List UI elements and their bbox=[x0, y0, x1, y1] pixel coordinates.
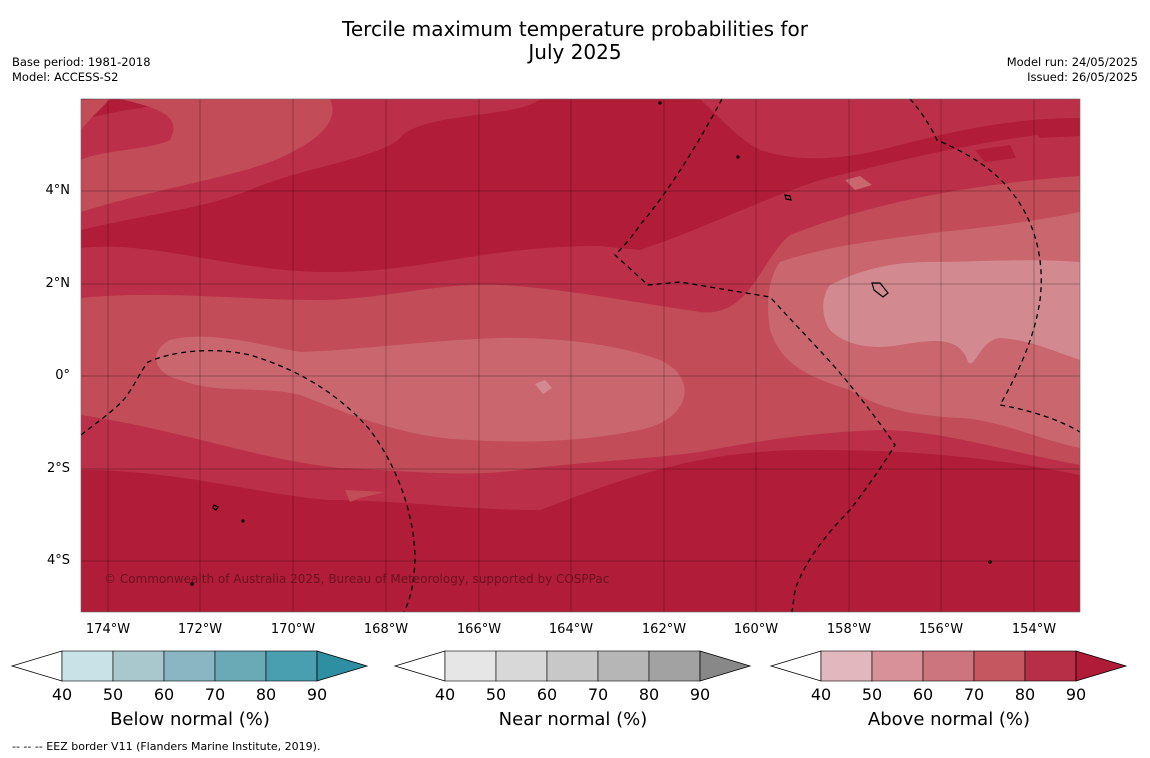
lon-label-170w: 170°W bbox=[270, 622, 316, 637]
colorbar-near-tick-70: 70 bbox=[587, 685, 609, 704]
colorbar-title-near: Near normal (%) bbox=[498, 709, 648, 730]
colorbars bbox=[10, 650, 1128, 682]
colorbar-above-tick-40: 40 bbox=[810, 685, 832, 704]
colorbar-above-bin-40 bbox=[820, 650, 873, 682]
colorbar-near-over-triangle bbox=[699, 650, 752, 682]
eez-footnote: -- -- -- EEZ border V11 (Flanders Marine… bbox=[12, 740, 321, 753]
lon-label-168w: 168°W bbox=[363, 622, 409, 637]
region-above-50 bbox=[156, 212, 1080, 448]
colorbar-below-bin-80 bbox=[265, 650, 318, 682]
colorbar-above-bin-80 bbox=[1024, 650, 1077, 682]
lat-label-4s: 4°S bbox=[46, 553, 70, 568]
lon-label-156w: 156°W bbox=[918, 622, 964, 637]
model-run: Model run: 24/05/2025 bbox=[1006, 55, 1138, 69]
title-line-2: July 2025 bbox=[528, 40, 622, 64]
meta-left: Base period: 1981-2018 Model: ACCESS-S2 bbox=[12, 55, 151, 85]
title-line-1: Tercile maximum temperature probabilitie… bbox=[342, 17, 808, 41]
colorbar-near bbox=[393, 650, 752, 682]
lat-label-0: 0° bbox=[55, 368, 70, 383]
colorbar-above-tick-70: 70 bbox=[963, 685, 985, 704]
region-above-40 bbox=[535, 260, 1080, 394]
islands bbox=[190, 101, 992, 586]
colorbar-above-bin-70 bbox=[973, 650, 1026, 682]
colorbar-below-tick-70: 70 bbox=[204, 685, 226, 704]
base-period: Base period: 1981-2018 bbox=[12, 55, 151, 69]
lon-label-172w: 172°W bbox=[177, 622, 223, 637]
meta-right: Model run: 24/05/2025 Issued: 26/05/2025 bbox=[1007, 55, 1138, 85]
colorbar-near-tick-40: 40 bbox=[434, 685, 456, 704]
lat-label-4n: 4°N bbox=[45, 183, 71, 198]
lon-label-160w: 160°W bbox=[733, 622, 779, 637]
copyright-notice: © Commonwealth of Australia 2025, Bureau… bbox=[104, 572, 610, 586]
lon-label-158w: 158°W bbox=[826, 622, 872, 637]
colorbar-near-bin-50 bbox=[495, 650, 548, 682]
colorbar-near-tick-80: 80 bbox=[638, 685, 660, 704]
colorbar-near-bin-40 bbox=[444, 650, 497, 682]
colorbar-near-tick-60: 60 bbox=[536, 685, 558, 704]
lon-label-164w: 164°W bbox=[548, 622, 594, 637]
colorbar-title-above: Above normal (%) bbox=[867, 709, 1031, 730]
lon-label-154w: 154°W bbox=[1011, 622, 1057, 637]
colorbar-above-bin-50 bbox=[871, 650, 924, 682]
colorbar-below bbox=[10, 650, 369, 682]
colorbar-near-bin-60 bbox=[546, 650, 599, 682]
colorbar-below-over-triangle bbox=[316, 650, 369, 682]
colorbar-above-bin-60 bbox=[922, 650, 975, 682]
lat-label-2n: 2°N bbox=[45, 276, 71, 291]
lat-label-2s: 2°S bbox=[46, 461, 70, 476]
colorbar-below-bin-60 bbox=[163, 650, 216, 682]
colorbar-below-bin-70 bbox=[214, 650, 267, 682]
colorbar-below-bin-50 bbox=[112, 650, 165, 682]
colorbar-above-over-triangle bbox=[1075, 650, 1128, 682]
issued-date: Issued: 26/05/2025 bbox=[1027, 70, 1138, 84]
colorbar-near-bin-70 bbox=[597, 650, 650, 682]
map-area bbox=[81, 99, 1080, 612]
colorbar-above-under-triangle bbox=[769, 650, 822, 682]
map-frame bbox=[80, 98, 1081, 613]
colorbar-above-tick-50: 50 bbox=[861, 685, 883, 704]
colorbar-near-bin-80 bbox=[648, 650, 701, 682]
colorbar-near-tick-50: 50 bbox=[485, 685, 507, 704]
colorbar-above-tick-60: 60 bbox=[912, 685, 934, 704]
colorbar-below-tick-40: 40 bbox=[51, 685, 73, 704]
colorbar-above bbox=[769, 650, 1128, 682]
model-name: Model: ACCESS-S2 bbox=[12, 70, 119, 84]
graticule bbox=[81, 99, 1080, 612]
lon-label-162w: 162°W bbox=[641, 622, 687, 637]
colorbar-below-tick-50: 50 bbox=[102, 685, 124, 704]
colorbar-above-tick-90: 90 bbox=[1065, 685, 1087, 704]
colorbar-near-under-triangle bbox=[393, 650, 446, 682]
map-title: Tercile maximum temperature probabilitie… bbox=[0, 18, 1150, 64]
colorbar-below-bin-40 bbox=[61, 650, 114, 682]
colorbar-above-tick-80: 80 bbox=[1014, 685, 1036, 704]
colorbar-near-tick-90: 90 bbox=[689, 685, 711, 704]
lon-label-174w: 174°W bbox=[85, 622, 131, 637]
eez-borders bbox=[81, 99, 1080, 612]
colorbar-below-tick-80: 80 bbox=[255, 685, 277, 704]
colorbar-below-tick-60: 60 bbox=[153, 685, 175, 704]
colorbar-below-tick-90: 90 bbox=[306, 685, 328, 704]
colorbar-title-below: Below normal (%) bbox=[110, 709, 270, 730]
colorbar-below-under-triangle bbox=[10, 650, 63, 682]
lon-label-166w: 166°W bbox=[456, 622, 502, 637]
